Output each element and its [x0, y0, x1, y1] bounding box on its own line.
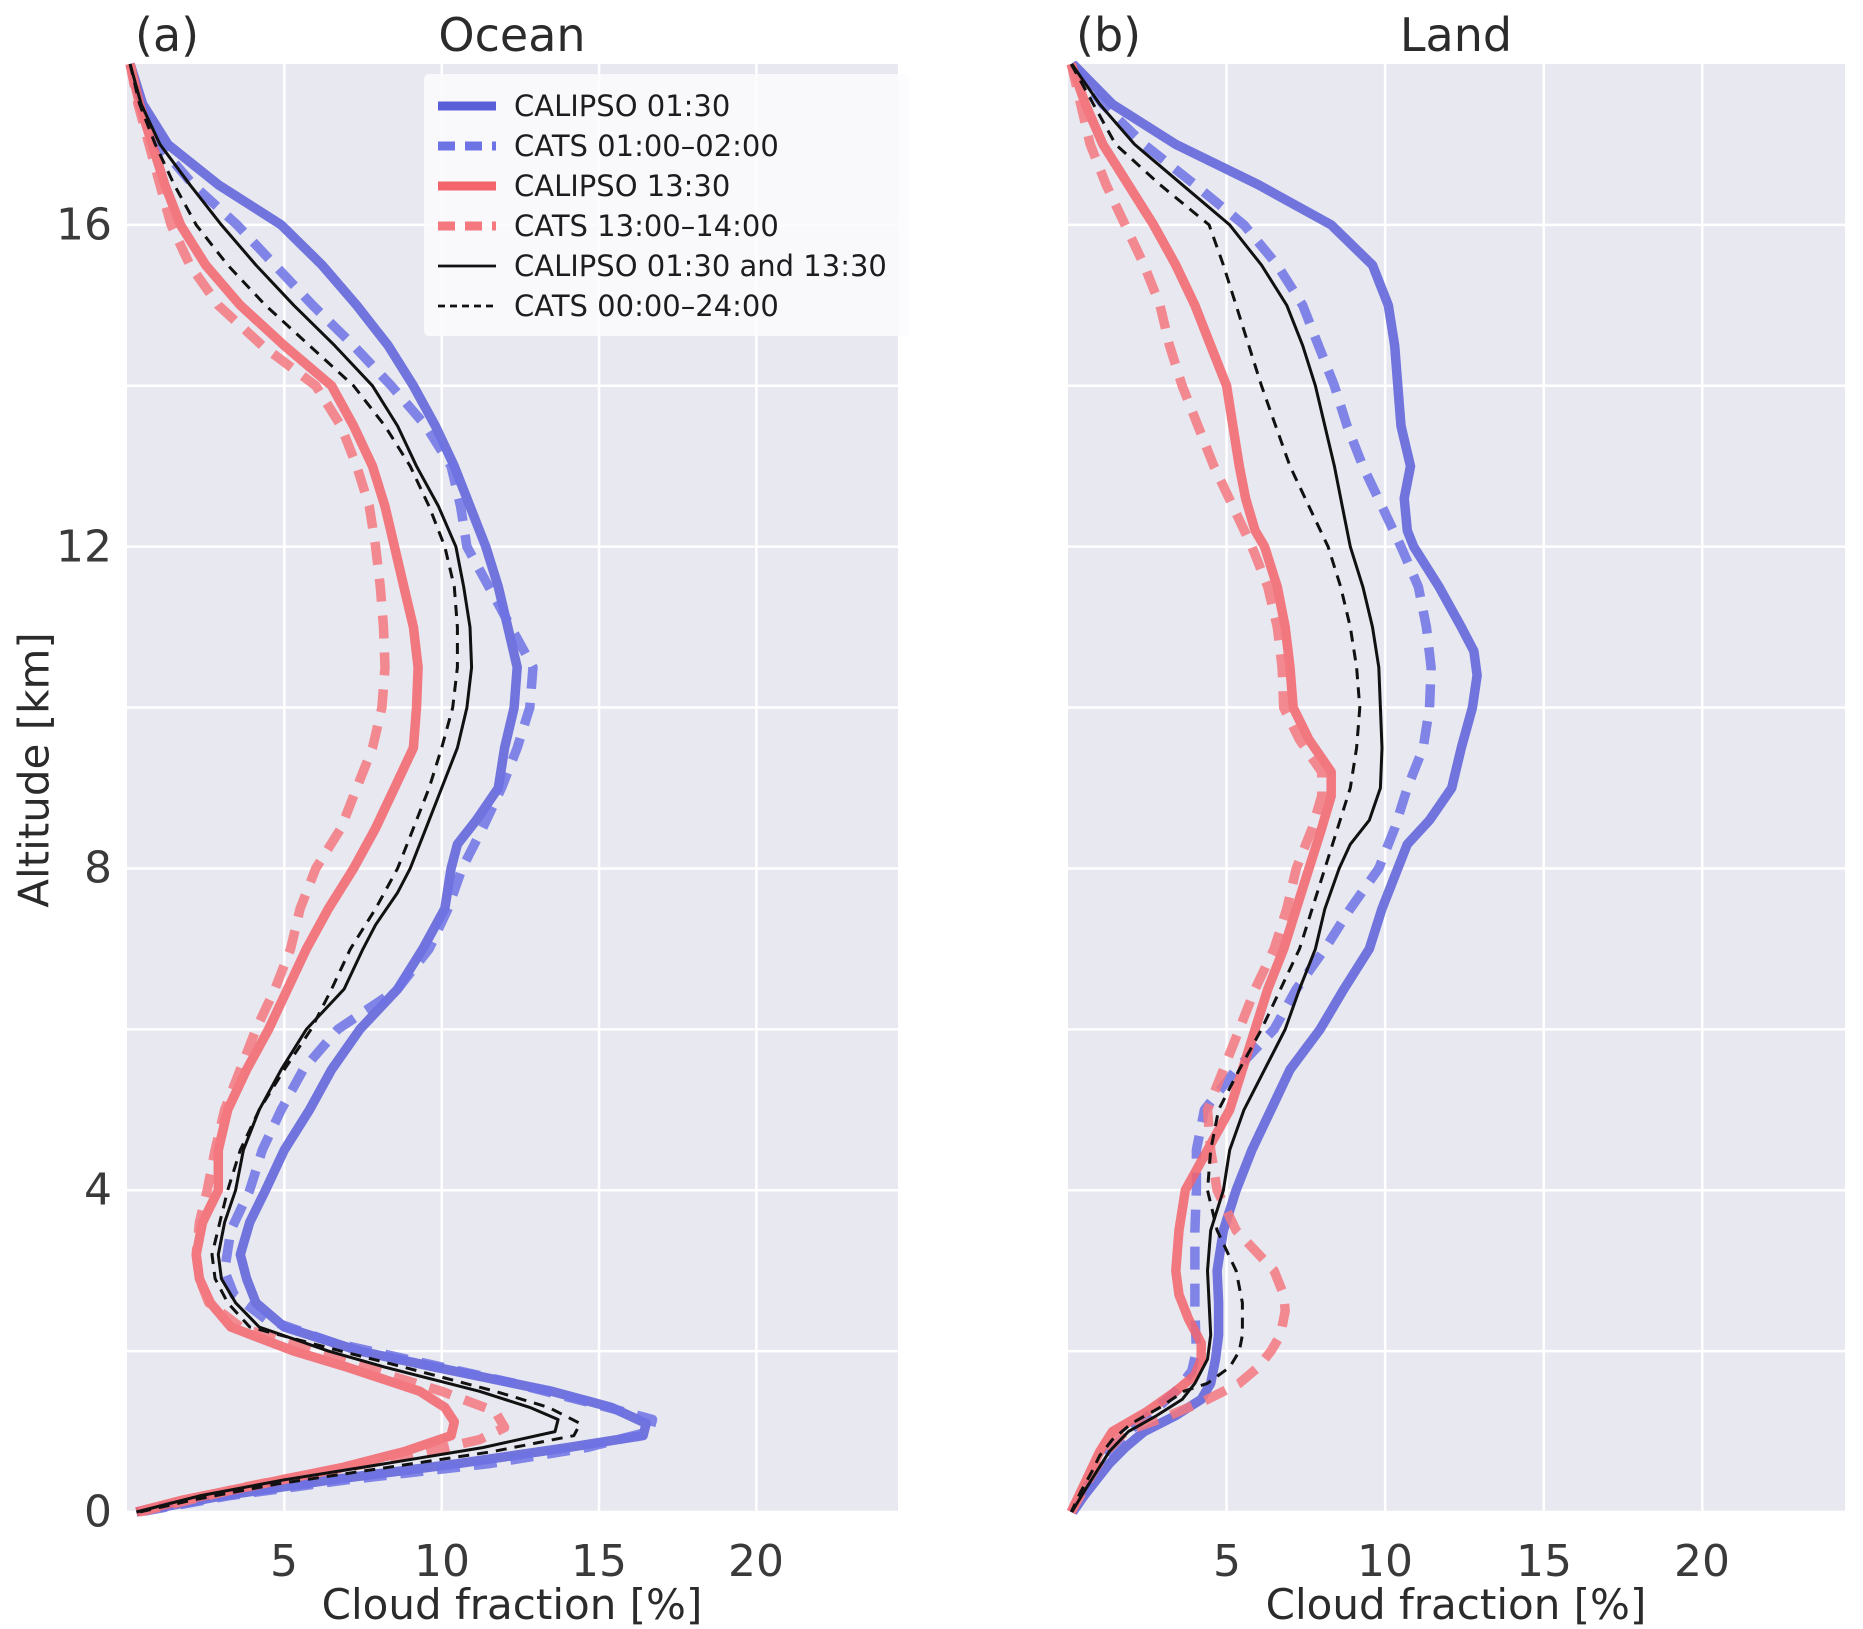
panel-b-x-axis-label: Cloud fraction [%] [1265, 1580, 1647, 1629]
x-tick-5-panel-b: 5 [1213, 1536, 1241, 1587]
legend-line-sample-4 [438, 264, 496, 268]
legend-item-5: CATS 00:00–24:00 [424, 286, 910, 326]
legend-line-sample-3 [438, 221, 496, 231]
y-tick-0km: 0 [84, 1486, 112, 1538]
legend-label-4: CALIPSO 01:30 and 13:30 [514, 249, 887, 283]
x-tick-10-panel-a: 10 [414, 1536, 470, 1587]
panel-a-index-label: (a) [135, 8, 200, 62]
x-tick-15-panel-a: 15 [571, 1536, 627, 1587]
x-tick-20-panel-b: 20 [1674, 1536, 1730, 1587]
legend-line-sample-2 [438, 181, 496, 191]
legend-item-1: CATS 01:00–02:00 [424, 126, 910, 166]
y-tick-8km: 8 [84, 842, 112, 894]
legend-item-2: CALIPSO 13:30 [424, 166, 910, 206]
legend-label-5: CATS 00:00–24:00 [514, 289, 779, 323]
series-a-calipso-01-30-and-13-30 [128, 63, 560, 1514]
x-tick-20-panel-a: 20 [728, 1536, 784, 1587]
legend: CALIPSO 01:30 CATS 01:00–02:00 CALIPSO 13:… [424, 74, 910, 336]
panel-b-title: Land [1399, 8, 1513, 62]
series-b-cats-13-00-14-00 [1066, 62, 1327, 1515]
legend-item-3: CATS 13:00–14:00 [424, 206, 910, 246]
series-a-calipso-13-30 [125, 62, 460, 1517]
y-tick-16km: 16 [56, 199, 112, 251]
panel-b-index-label: (b) [1076, 8, 1142, 62]
legend-label-2: CALIPSO 13:30 [514, 169, 731, 203]
y-tick-12km: 12 [56, 521, 112, 573]
series-a-cats-00-00-24-00 [128, 63, 582, 1514]
series-b-calipso-01-30 [1068, 60, 1482, 1515]
legend-line-sample-5 [438, 304, 496, 308]
panel-a-title: Ocean [438, 8, 586, 62]
x-tick-15-panel-b: 15 [1516, 1536, 1572, 1587]
legend-label-1: CATS 01:00–02:00 [514, 129, 779, 163]
series-b-calipso-13-30 [1066, 62, 1336, 1515]
legend-line-sample-1 [438, 141, 496, 151]
legend-line-sample-0 [438, 101, 496, 111]
series-a-cats-01-00-02-00 [125, 62, 658, 1517]
panel-a-x-axis-label: Cloud fraction [%] [321, 1580, 703, 1629]
legend-item-0: CALIPSO 01:30 [424, 86, 910, 126]
y-tick-4km: 4 [84, 1164, 112, 1216]
series-b-cats-00-00-24-00 [1069, 63, 1362, 1513]
legend-label-3: CATS 13:00–14:00 [514, 209, 779, 243]
series-b-calipso-01-30-and-13-30 [1070, 63, 1384, 1513]
legend-label-0: CALIPSO 01:30 [514, 89, 731, 123]
legend-item-4: CALIPSO 01:30 and 13:30 [424, 246, 910, 286]
x-tick-5-panel-a: 5 [270, 1536, 298, 1587]
x-tick-10-panel-b: 10 [1357, 1536, 1413, 1587]
series-a-cats-13-00-14-00 [125, 63, 510, 1517]
